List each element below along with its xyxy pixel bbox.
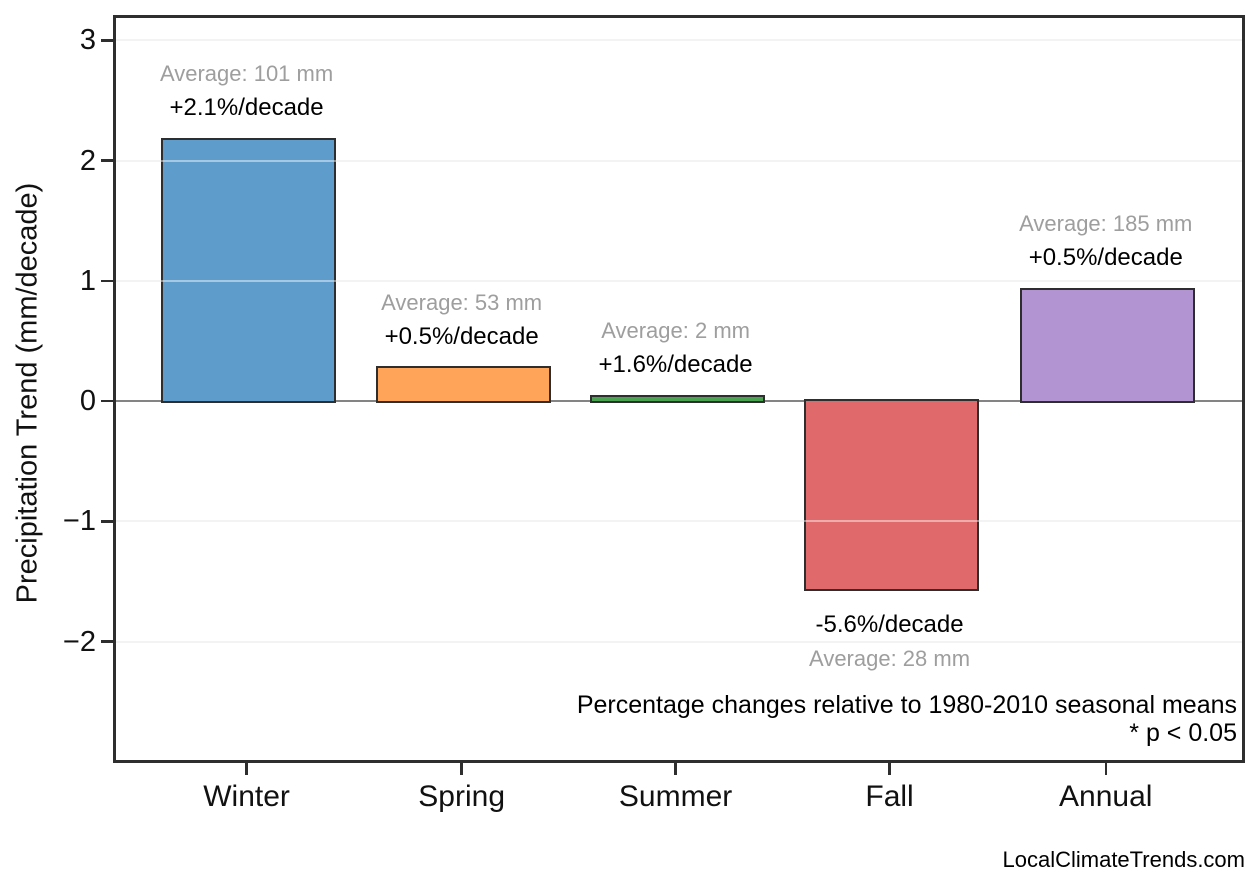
percent-change-label: +0.5%/decade <box>1028 244 1183 272</box>
y-axis-tick-label: 3 <box>79 24 96 57</box>
gridline-overlay <box>113 159 1245 162</box>
bar-summer <box>590 394 766 403</box>
bar-value-label-spring: Average: 53 mm +0.5%/decade <box>381 286 542 354</box>
gridline-overlay <box>113 520 1245 523</box>
bar-winter <box>161 137 337 403</box>
y-axis-tick-label: −1 <box>62 505 96 538</box>
average-label: Average: 2 mm <box>601 318 750 344</box>
footnote-significance-note: * p < 0.05 <box>1129 719 1237 747</box>
bar-value-label-annual: Average: 185 mm +0.5%/decade <box>1019 207 1192 275</box>
percent-change-label: +2.1%/decade <box>169 94 324 122</box>
gridline <box>113 159 1245 162</box>
bar-value-label-fall: -5.6%/decade Average: 28 mm <box>809 608 970 676</box>
bar-fall <box>804 398 979 592</box>
y-axis-tick <box>101 640 113 643</box>
x-axis-label-spring: Spring <box>418 780 505 813</box>
y-axis-tick-label: −2 <box>62 625 96 658</box>
percent-change-label: -5.6%/decade <box>815 610 964 638</box>
y-axis-tick-label: 2 <box>79 144 96 177</box>
footnote-baseline-note: Percentage changes relative to 1980-2010… <box>576 691 1237 719</box>
average-label: Average: 101 mm <box>159 61 334 87</box>
y-axis-tick <box>101 520 113 523</box>
average-label: Average: 28 mm <box>809 645 971 671</box>
gridline-overlay <box>113 39 1245 42</box>
x-axis-label-annual: Annual <box>1059 780 1153 813</box>
x-axis-tick <box>1104 763 1107 775</box>
gridline <box>113 640 1245 643</box>
plot-area: Percentage changes relative to 1980-2010… <box>113 15 1245 763</box>
y-axis-tick <box>101 279 113 283</box>
x-axis-label-winter: Winter <box>203 780 290 813</box>
y-axis-tick-label: 0 <box>79 385 96 418</box>
y-axis-tick <box>101 399 113 403</box>
bar-value-label-winter: Average: 101 mm +2.1%/decade <box>160 57 333 125</box>
x-axis-label-fall: Fall <box>865 780 914 813</box>
average-label: Average: 185 mm <box>1019 211 1193 237</box>
x-axis-label-summer: Summer <box>618 780 733 813</box>
bar-value-label-summer: Average: 2 mm +1.6%/decade <box>599 314 753 382</box>
y-axis-tick <box>101 39 113 42</box>
gridline <box>113 279 1245 282</box>
average-label: Average: 53 mm <box>381 289 543 315</box>
gridline-overlay <box>113 640 1245 643</box>
x-axis-tick <box>888 763 891 775</box>
x-axis-tick <box>245 763 248 775</box>
bar-annual <box>1020 287 1196 403</box>
gridline <box>113 520 1245 523</box>
x-axis-tick <box>460 763 463 775</box>
watermark-text: LocalClimateTrends.com <box>1002 847 1246 872</box>
bar-spring <box>376 366 552 403</box>
percent-change-label: +0.5%/decade <box>384 322 539 350</box>
percent-change-label: +1.6%/decade <box>598 351 753 379</box>
y-axis-tick-label: 1 <box>79 264 96 297</box>
footnote-block: Percentage changes relative to 1980-2010… <box>577 691 1237 747</box>
x-axis-tick <box>674 763 677 775</box>
gridline-overlay <box>113 279 1245 282</box>
y-axis-tick <box>101 159 113 162</box>
gridline <box>113 39 1245 42</box>
